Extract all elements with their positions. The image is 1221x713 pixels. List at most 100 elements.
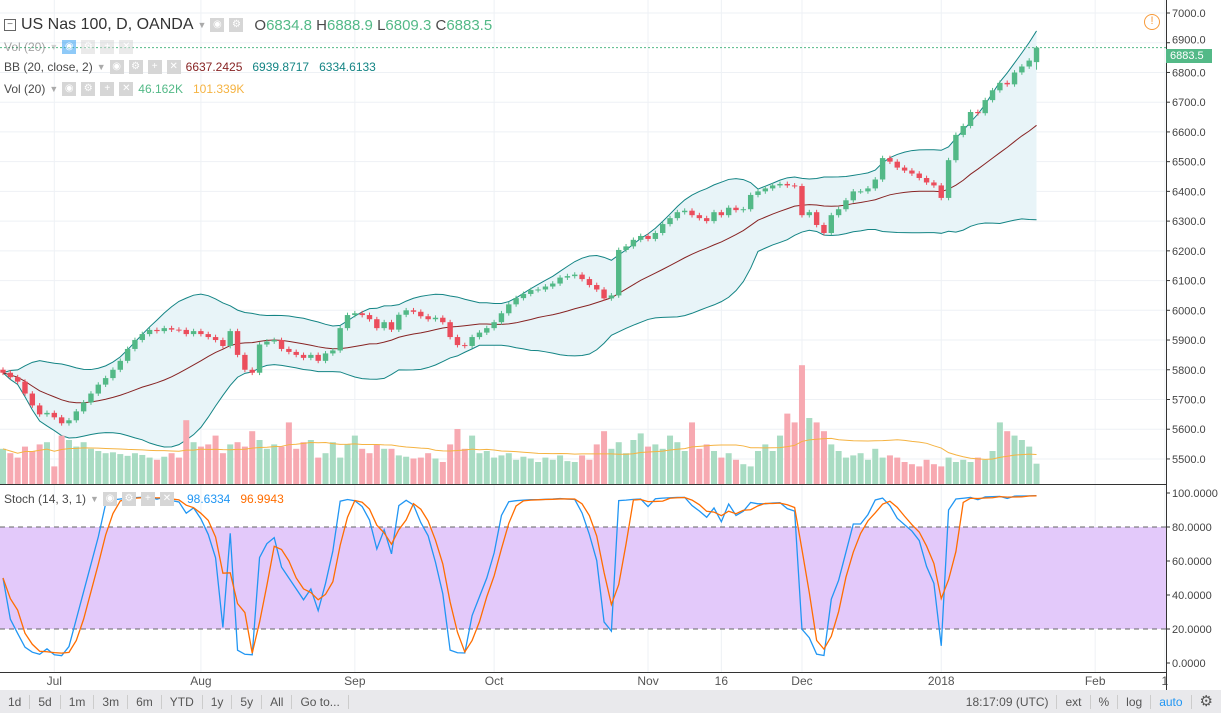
gear-icon[interactable]: ⚙ (81, 82, 96, 96)
volume-bar (967, 462, 974, 484)
plus-icon[interactable]: + (100, 40, 115, 54)
volume-bar (601, 431, 608, 484)
chart-canvas[interactable]: Jul Aug Sep Oct Nov 16 Dec 2018 Feb 1 7000.0 6900.0… (0, 0, 1221, 690)
volume-bar (153, 459, 160, 484)
candle-body (967, 112, 974, 126)
candle-body (476, 332, 483, 338)
price-tick-label: 5500.0 (1172, 454, 1206, 466)
collapse-icon[interactable]: − (4, 19, 16, 31)
candle-body (212, 337, 219, 341)
vol-label[interactable]: Vol (20) (4, 82, 46, 96)
gear-icon[interactable]: ⚙ (81, 40, 96, 54)
eye-icon[interactable]: ◉ (102, 492, 117, 506)
eye-icon[interactable]: ◉ (62, 40, 77, 54)
candle-body (557, 277, 563, 284)
candle-body (711, 212, 717, 222)
candle-body (234, 331, 241, 355)
time-tick-label: Aug (190, 674, 211, 688)
volume-bar (762, 444, 769, 484)
range-button[interactable]: 1d (0, 694, 31, 709)
plus-icon[interactable]: + (100, 82, 115, 96)
vol-hidden-label[interactable]: Vol (20) (4, 40, 46, 54)
warning-icon[interactable]: ! (1144, 14, 1160, 30)
close-icon[interactable]: ✕ (166, 60, 181, 74)
bb-label[interactable]: BB (20, close, 2) (4, 60, 93, 74)
volume-bar (557, 455, 564, 484)
candle-body (638, 235, 644, 240)
volume-bar (278, 446, 285, 484)
plus-icon[interactable]: + (140, 492, 155, 506)
bottom-toolbar: 1d 5d 1m 3m 6m YTD 1y 5y All Go to... 18:17:09 (U… (0, 690, 1221, 713)
candle-body (953, 134, 959, 161)
volume-bar (403, 456, 410, 484)
eye-icon[interactable]: ◉ (62, 82, 77, 96)
range-button[interactable]: 1m (61, 694, 95, 709)
candle-body (491, 322, 497, 329)
gear-icon[interactable]: ⚙ (1199, 692, 1213, 710)
candle-body (352, 313, 358, 316)
volume-bar (725, 453, 732, 484)
range-button[interactable]: Go to... (292, 694, 349, 709)
volume-bar (689, 422, 696, 484)
close-icon[interactable]: ✕ (119, 82, 134, 96)
stoch-label[interactable]: Stoch (14, 3, 1) (4, 492, 87, 506)
candle-body (146, 329, 153, 335)
volume-bar (776, 435, 783, 484)
candle-body (227, 331, 233, 346)
range-button[interactable]: 1y (203, 694, 233, 709)
range-button[interactable]: 5d (30, 694, 61, 709)
candle-body (821, 224, 827, 234)
candle-body (44, 412, 50, 415)
volume-bar (307, 440, 314, 484)
candle-body (396, 314, 402, 330)
candle-body (484, 328, 490, 333)
gear-icon[interactable]: ⚙ (229, 18, 244, 32)
range-button[interactable]: YTD (162, 694, 203, 709)
candle-body (733, 207, 739, 211)
range-button[interactable]: All (262, 694, 293, 709)
log-toggle[interactable]: log (1118, 694, 1152, 709)
candle-body (337, 328, 343, 351)
clock: 18:17:09 (UTC) (958, 694, 1058, 709)
chevron-down-icon[interactable]: ▼ (197, 20, 207, 30)
volume-bar (798, 365, 805, 484)
candle-body (813, 212, 820, 225)
percent-toggle[interactable]: % (1091, 694, 1119, 709)
volume-bar (923, 459, 930, 484)
volume-bar (498, 455, 505, 484)
volume-bar (168, 453, 175, 484)
volume-bar (476, 453, 483, 484)
range-button[interactable]: 6m (128, 694, 162, 709)
candle-body (36, 405, 43, 415)
volume-bar (454, 429, 461, 484)
range-button[interactable]: 5y (232, 694, 263, 709)
candle-body (190, 331, 197, 335)
eye-icon[interactable]: ◉ (109, 60, 124, 74)
close-value: 6883.5 (446, 16, 493, 34)
plus-icon[interactable]: + (147, 60, 162, 74)
candle-body (755, 191, 761, 195)
candle-body (865, 188, 871, 192)
candle-body (799, 186, 805, 216)
gear-icon[interactable]: ⚙ (128, 60, 143, 74)
vol-value: 46.162K (138, 82, 183, 96)
candle-body (1026, 60, 1032, 67)
close-icon[interactable]: ✕ (119, 40, 134, 54)
close-icon[interactable]: ✕ (159, 492, 174, 506)
volume-bar (491, 457, 498, 484)
auto-toggle[interactable]: auto (1151, 694, 1192, 709)
candle-body (806, 212, 812, 216)
volume-bar (623, 453, 630, 484)
volume-bar (205, 444, 212, 484)
symbol-title[interactable]: US Nas 100, D, OANDA (21, 16, 194, 33)
candle-body (1033, 47, 1040, 63)
volume-bar (351, 435, 358, 484)
range-button[interactable]: 3m (94, 694, 129, 709)
candle-body (440, 317, 446, 323)
candle-body (315, 354, 321, 361)
volume-bar (322, 453, 329, 484)
eye-icon[interactable]: ◉ (210, 18, 225, 32)
ext-toggle[interactable]: ext (1057, 694, 1091, 709)
gear-icon[interactable]: ⚙ (121, 492, 136, 506)
volume-bar (586, 459, 593, 484)
